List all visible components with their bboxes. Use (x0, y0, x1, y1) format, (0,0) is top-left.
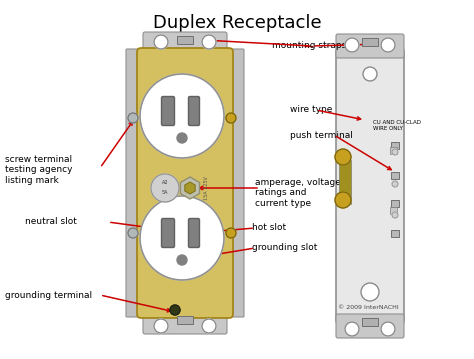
Bar (391, 172, 399, 179)
Text: amperage, voltage
ratings and
current type: amperage, voltage ratings and current ty… (255, 178, 341, 208)
Text: grounding terminal: grounding terminal (5, 290, 92, 299)
FancyBboxPatch shape (189, 219, 200, 247)
Text: neutral slot: neutral slot (25, 218, 77, 227)
Circle shape (154, 319, 168, 333)
Text: push terminal: push terminal (290, 131, 353, 140)
FancyBboxPatch shape (189, 97, 200, 126)
Circle shape (335, 149, 351, 165)
FancyBboxPatch shape (336, 47, 404, 325)
Text: CU AND CU-CLAD
WIRE ONLY: CU AND CU-CLAD WIRE ONLY (373, 120, 421, 131)
FancyBboxPatch shape (336, 34, 404, 58)
FancyBboxPatch shape (226, 49, 244, 317)
Circle shape (392, 181, 398, 187)
Bar (391, 142, 399, 149)
Text: © 2009 InterNACHI: © 2009 InterNACHI (337, 305, 398, 310)
Circle shape (128, 113, 138, 123)
Circle shape (202, 35, 216, 49)
Bar (391, 230, 399, 237)
Circle shape (381, 322, 395, 336)
Bar (339, 160, 351, 204)
Text: screw terminal
testing agency
listing mark: screw terminal testing agency listing ma… (5, 155, 73, 185)
Polygon shape (181, 177, 200, 199)
Text: mounting straps: mounting straps (272, 42, 346, 51)
Polygon shape (185, 182, 195, 194)
FancyBboxPatch shape (143, 312, 227, 334)
FancyBboxPatch shape (126, 49, 144, 317)
Text: 5A: 5A (162, 190, 168, 195)
Bar (177, 316, 193, 324)
Circle shape (345, 322, 359, 336)
FancyBboxPatch shape (336, 314, 404, 338)
Bar (391, 200, 399, 207)
Text: hot slot: hot slot (252, 224, 286, 233)
Circle shape (392, 149, 398, 155)
Circle shape (363, 67, 377, 81)
FancyBboxPatch shape (143, 32, 227, 54)
Bar (390, 207, 397, 214)
Text: 15A 125V: 15A 125V (204, 176, 210, 200)
Circle shape (381, 38, 395, 52)
Circle shape (226, 113, 236, 123)
Circle shape (345, 38, 359, 52)
Circle shape (140, 74, 224, 158)
Circle shape (392, 212, 398, 218)
Circle shape (128, 228, 138, 238)
Circle shape (177, 255, 187, 265)
Circle shape (151, 174, 179, 202)
Circle shape (226, 228, 236, 238)
Text: grounding slot: grounding slot (252, 243, 318, 252)
FancyBboxPatch shape (162, 219, 174, 247)
FancyBboxPatch shape (137, 48, 233, 318)
Circle shape (170, 305, 180, 315)
Bar (390, 147, 397, 154)
Text: Duplex Receptacle: Duplex Receptacle (153, 14, 321, 32)
Text: wire type: wire type (290, 106, 332, 115)
Circle shape (177, 133, 187, 143)
Circle shape (335, 192, 351, 208)
FancyBboxPatch shape (162, 97, 174, 126)
Bar (362, 38, 378, 46)
Circle shape (140, 196, 224, 280)
Circle shape (202, 319, 216, 333)
Text: A2: A2 (162, 181, 168, 186)
Circle shape (361, 283, 379, 301)
Bar (362, 318, 378, 326)
Circle shape (154, 35, 168, 49)
Bar (177, 36, 193, 44)
